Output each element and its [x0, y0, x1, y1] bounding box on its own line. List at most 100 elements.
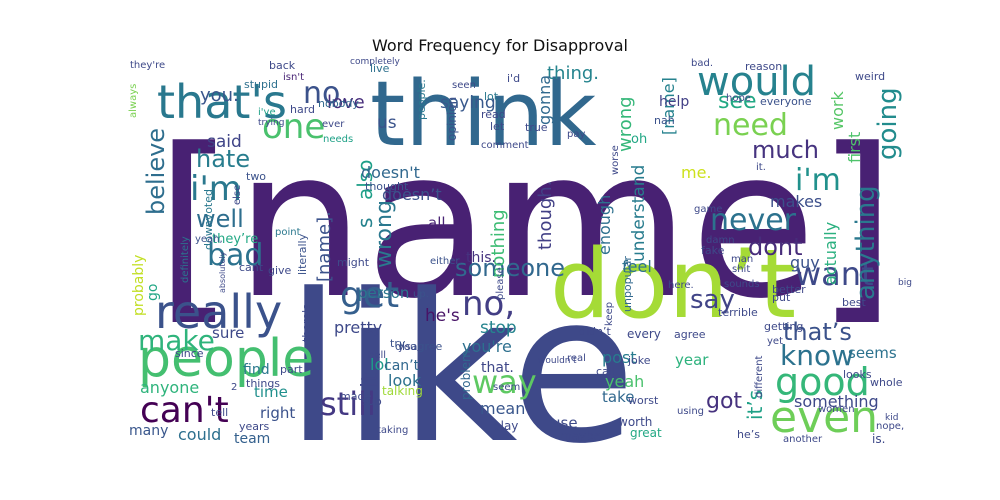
word-66: stop [480, 318, 517, 338]
word-87: could [178, 425, 221, 444]
word-159: keep [604, 302, 615, 326]
word-111: they're [130, 60, 165, 71]
word-33: hate [196, 145, 250, 173]
word-48: thing. [547, 63, 599, 84]
word-174: bad. [691, 58, 713, 69]
word-92: go [145, 284, 161, 301]
word-135: try [390, 337, 406, 350]
word-190: taking [377, 425, 408, 436]
word-96: everyone [760, 95, 812, 108]
word-120: point [275, 227, 301, 238]
word-154: put [772, 291, 791, 304]
word-75: mean [480, 399, 525, 418]
word-150: every [627, 327, 661, 341]
word-117: always [128, 84, 139, 118]
word-2: think [370, 62, 597, 167]
word-133: up. [413, 289, 429, 300]
word-129: since [175, 347, 204, 360]
word-142: years [239, 420, 270, 433]
word-26: say [690, 285, 735, 315]
word-3: don’t [550, 230, 796, 340]
word-99: let [490, 120, 505, 133]
word-167: using [677, 406, 704, 417]
word-69: all. [428, 214, 450, 232]
chart-title: Word Frequency for Disapproval [372, 36, 628, 55]
word-90: many [129, 423, 168, 439]
word-70: lol [370, 355, 389, 374]
word-68: person [358, 284, 409, 302]
word-15: i'm [190, 169, 242, 209]
word-185: sounds [724, 279, 760, 290]
word-112: i've [258, 107, 276, 118]
word-4: people [138, 329, 314, 389]
word-80: something [794, 392, 879, 411]
word-182: different [754, 355, 765, 398]
word-124: give [268, 264, 292, 277]
word-82: year [675, 351, 709, 369]
word-178: comment [481, 140, 529, 151]
word-44: love [327, 92, 365, 113]
word-105: live [370, 62, 390, 75]
word-106: nobody [318, 97, 359, 110]
word-5: would [697, 59, 816, 105]
word-8: even [770, 392, 878, 443]
word-152: agree [674, 328, 706, 341]
word-25: that’s [783, 318, 852, 346]
word-189: completely [350, 57, 401, 67]
word-140: problem [459, 350, 473, 400]
word-102: opinion [445, 97, 459, 141]
word-95: me. [681, 163, 712, 182]
word-145: maybe [560, 429, 601, 443]
word-86: find [243, 362, 270, 378]
word-28: anything [851, 185, 881, 300]
word-64: pretty [334, 318, 382, 337]
word-81: seems [848, 344, 897, 362]
word-58: actually [821, 222, 840, 285]
word-131: there's [300, 304, 313, 342]
word-23: see [718, 89, 757, 114]
word-40: also [353, 160, 377, 200]
word-160: man [731, 254, 753, 265]
word-184: kid [885, 413, 898, 423]
word-47: saying [440, 93, 496, 113]
word-88: team [234, 431, 270, 447]
word-21: way [472, 363, 537, 401]
word-165: looks [843, 368, 872, 381]
word-0: [name] [155, 106, 896, 344]
word-153: getting [764, 320, 803, 333]
word-27: going [873, 87, 903, 160]
word-149: call [596, 365, 615, 378]
word-113: ever [322, 119, 345, 130]
word-97: nah [654, 114, 675, 127]
word-141: play [493, 419, 518, 433]
word-22: know [780, 339, 854, 372]
word-177: seen [452, 80, 476, 91]
word-114: needs [323, 134, 353, 145]
word-146: worth [618, 415, 652, 429]
word-61: makes [770, 192, 822, 211]
word-161: fake [701, 244, 725, 257]
word-168: women [818, 404, 855, 415]
word-74: you're [462, 337, 512, 356]
word-53: doesn’t [382, 185, 442, 204]
word-51: us [377, 113, 397, 133]
word-110: isn't [283, 72, 304, 83]
word-163: shit [732, 264, 750, 275]
word-192: wouldn't [538, 356, 577, 366]
word-104: people. [415, 79, 428, 120]
word-67: this. [466, 250, 496, 266]
word-6: that's [157, 75, 287, 129]
word-41: wrong [372, 200, 397, 268]
word-180: it. [756, 162, 766, 173]
word-98: read [481, 108, 506, 121]
word-72: can’t [384, 358, 420, 374]
word-10: can't [140, 390, 229, 431]
word-39: s [353, 218, 377, 228]
word-107: hard [290, 103, 315, 116]
word-191: seem [493, 382, 520, 393]
word-173: reason [745, 60, 782, 73]
word-162: damn [706, 235, 735, 246]
word-29: make [138, 324, 215, 357]
word-24: bad [207, 238, 263, 273]
